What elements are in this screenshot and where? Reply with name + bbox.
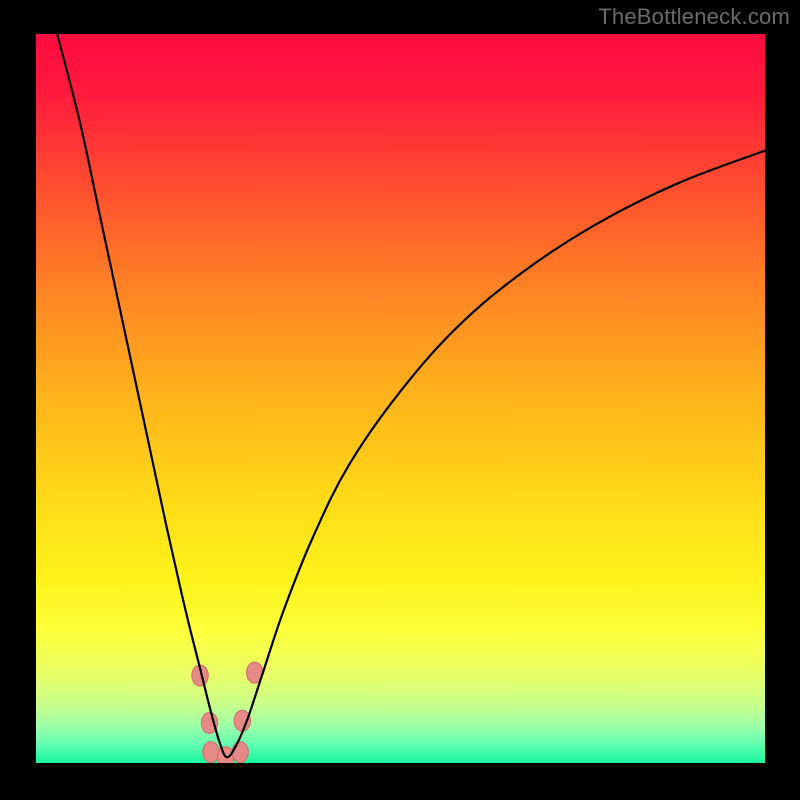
curve-marker (203, 742, 219, 763)
chart-svg (0, 0, 800, 800)
curve-marker (232, 742, 248, 763)
plot-background (36, 34, 765, 763)
stage: TheBottleneck.com (0, 0, 800, 800)
curve-marker (234, 710, 250, 731)
watermark-text: TheBottleneck.com (598, 4, 790, 30)
